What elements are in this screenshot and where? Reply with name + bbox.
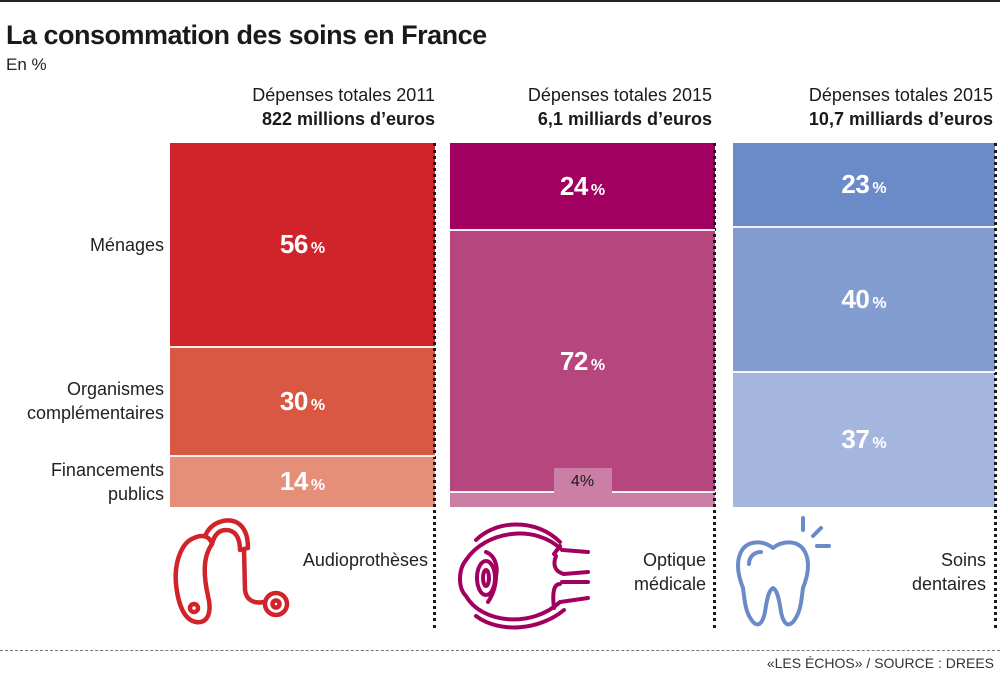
data-label-percent: % (590, 182, 606, 200)
segment-divider (450, 229, 715, 232)
data-label-value: 14 (279, 466, 308, 496)
category-label-line: Soins (940, 550, 986, 570)
stacked-bar-audioprotheses: 56% 30% 14% (170, 143, 435, 507)
row-label-menages: Ménages (89, 234, 164, 255)
column-header-year: Dépenses totales 2011 (252, 85, 435, 105)
row-label-organismes: Organismes complémentaires (27, 377, 164, 425)
data-label-percent: % (872, 295, 887, 313)
bar-segment-organismes: 72% (450, 230, 715, 493)
category-label-line: dentaires (911, 574, 986, 594)
row-label-financements: Financements publics (51, 458, 164, 506)
category-label-line: Audioprothèses (302, 550, 428, 570)
data-label-percent: % (872, 180, 887, 198)
data-label-value: 72 (559, 345, 588, 376)
data-label: 23% (841, 169, 886, 200)
column-header-total: 10,7 milliards d’euros (808, 109, 993, 129)
category-label-optique: Optique médicale (600, 548, 706, 596)
category-label-line: Optique (642, 550, 706, 570)
bar-segment-menages: 23% (733, 143, 995, 227)
data-label-value: 23 (841, 169, 870, 200)
eye-icon (458, 522, 590, 630)
data-label-value: 56 (279, 229, 308, 260)
data-label-badge: 4% (553, 468, 612, 497)
column-separator (433, 143, 436, 628)
data-label: 24% (560, 171, 605, 202)
hearing-aid-icon (173, 518, 290, 625)
segment-divider (170, 345, 435, 348)
category-label-line: médicale (633, 574, 706, 594)
row-label-line: publics (107, 483, 164, 504)
data-label: 72% (560, 346, 605, 377)
data-label: 37% (841, 424, 886, 455)
data-label-percent: % (872, 435, 887, 453)
column-header-dentaires: Dépenses totales 2015 10,7 milliards d’e… (693, 83, 993, 131)
data-label-value: 4 (570, 473, 580, 491)
data-label-value: 30 (279, 385, 308, 416)
data-label-value: 24 (559, 171, 588, 202)
data-label-percent: % (579, 473, 595, 491)
column-header-optique: Dépenses totales 2015 6,1 milliards d’eu… (412, 83, 712, 131)
data-label-percent: % (590, 356, 606, 374)
chart-subtitle: En % (6, 55, 47, 74)
chart-title: La consommation des soins en France (6, 20, 487, 50)
bar-segment-menages: 24% (450, 143, 715, 231)
top-rule (0, 0, 1000, 2)
column-header-audioprotheses: Dépenses totales 2011 822 millions d’eur… (135, 83, 435, 131)
source-credit: «LES ÉCHOS» / SOURCE : DREES (766, 655, 994, 671)
data-label: 40% (841, 284, 886, 315)
column-header-year: Dépenses totales 2015 (527, 85, 712, 105)
row-label-line: complémentaires (26, 403, 164, 424)
data-label-percent: % (310, 240, 326, 258)
bar-segment-financements (450, 492, 715, 507)
row-label-line: Financements (50, 459, 164, 480)
segment-divider (170, 455, 435, 458)
data-label-percent: % (310, 477, 326, 494)
row-label-line: Organismes (66, 379, 164, 400)
bar-segment-financements: 37% (733, 372, 995, 507)
bar-segment-organismes: 40% (733, 226, 995, 373)
column-header-total: 6,1 milliards d’euros (537, 109, 712, 129)
data-label-percent: % (310, 396, 326, 414)
category-label-dentaires: Soins dentaires (880, 548, 986, 596)
data-label-value: 40 (841, 284, 870, 315)
stacked-bar-optique: 24% 72% 4% (450, 143, 715, 507)
segment-divider (733, 371, 995, 374)
column-header-total: 822 millions d’euros (261, 109, 435, 129)
bar-segment-menages: 56% (170, 143, 435, 347)
stacked-bar-dentaires: 23% 40% 37% (733, 143, 995, 507)
data-label: 14% (280, 466, 325, 497)
data-label-value: 37 (841, 424, 870, 455)
column-separator (994, 143, 997, 628)
data-label: 56% (280, 229, 325, 260)
category-label-audioprotheses: Audioprothèses (282, 548, 428, 572)
data-label: 30% (280, 386, 325, 417)
bar-segment-financements: 14% (170, 456, 435, 507)
footer-rule (0, 650, 1000, 651)
segment-divider (733, 225, 995, 228)
column-separator (713, 143, 716, 628)
bar-segment-organismes: 30% (170, 346, 435, 457)
tooth-icon (735, 516, 831, 627)
column-header-year: Dépenses totales 2015 (808, 85, 993, 105)
data-label: 4% (571, 473, 594, 491)
